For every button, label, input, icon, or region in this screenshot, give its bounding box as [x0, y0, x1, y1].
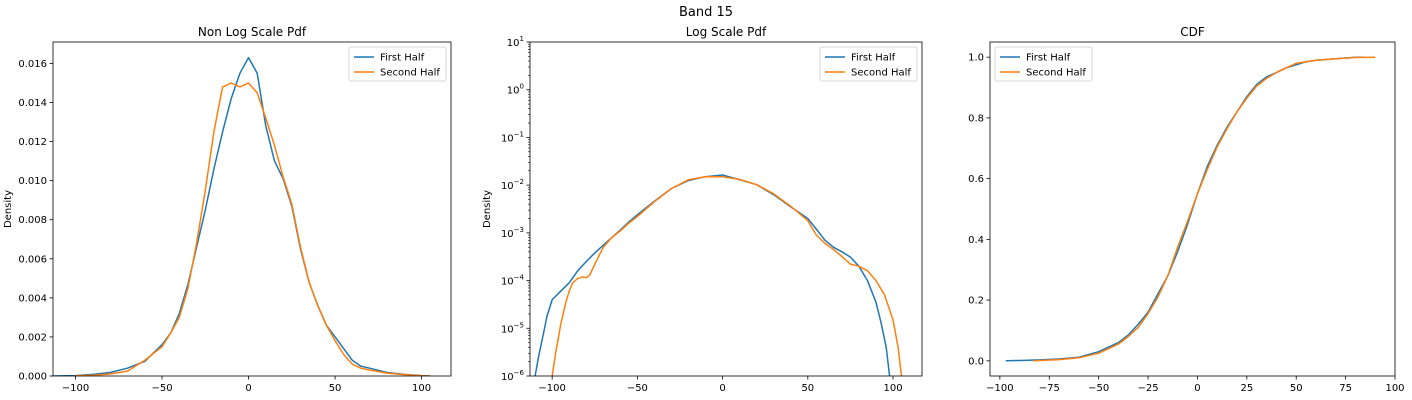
- x-tick-label: 100: [1385, 383, 1404, 394]
- series-line-first-half: [1005, 56, 1366, 362]
- x-tick-label: 50: [801, 383, 814, 394]
- chart-title: Non Log Scale Pdf: [198, 25, 307, 39]
- y-tick-label: 1.0: [968, 53, 984, 64]
- y-tick-label: 0.004: [18, 293, 47, 304]
- legend: First Half Second Half: [994, 46, 1093, 82]
- y-tick-label: 0.4: [968, 235, 984, 246]
- y-tick-label: 101: [507, 35, 524, 49]
- legend-label: Second Half: [851, 68, 911, 79]
- legend: First Half Second Half: [348, 46, 447, 82]
- x-tick-label: 0: [245, 383, 251, 394]
- y-tick-label: 0.014: [18, 98, 47, 109]
- y-tick-label: 0.8: [968, 113, 984, 124]
- x-tick-label: −75: [1039, 383, 1060, 394]
- legend: First Half Second Half: [819, 46, 918, 82]
- legend-label: Second Half: [1026, 68, 1086, 79]
- y-tick-label: 10−6: [501, 369, 525, 383]
- figure-title: Band 15: [678, 5, 734, 20]
- chart-cdf: CDF −100 −75 −50 −25 0 25 50 75 100 0.0 0.2 0.4 0.6 0.…: [968, 25, 1404, 394]
- axes-frame: [529, 41, 923, 377]
- y-tick-label: 0.016: [18, 59, 47, 70]
- chart-non-log-pdf: Non Log Scale Pdf −100 −50 0 50 100 0.000 0.002…: [3, 25, 452, 394]
- y-tick-label: 0.008: [18, 215, 47, 226]
- chart-title: Log Scale Pdf: [686, 25, 767, 39]
- axes-frame: [52, 41, 452, 377]
- plot-area: [53, 56, 431, 376]
- x-tick-label: 0: [719, 383, 725, 394]
- axes-frame: [989, 41, 1396, 377]
- series-line-second-half: [75, 82, 431, 376]
- legend-label: First Half: [851, 53, 896, 64]
- series-line-second-half: [1033, 56, 1376, 362]
- x-tick-label: 0: [1194, 383, 1200, 394]
- x-tick-label: 25: [1240, 383, 1253, 394]
- y-tick-label: 0.002: [18, 332, 47, 343]
- y-tick-label: 0.6: [968, 174, 984, 185]
- chart-log-pdf: Log Scale Pdf −100 −50 0 50 100 10−6 10−5 10−4 10…: [482, 25, 923, 394]
- x-tick-label: 100: [883, 383, 902, 394]
- y-tick-label: 100: [507, 83, 524, 97]
- plot-area: [1005, 56, 1376, 362]
- y-tick-label: 0.2: [968, 296, 984, 307]
- x-tick-label: 100: [412, 383, 431, 394]
- y-tick-label: 0.010: [18, 176, 47, 187]
- y-tick-label: 10−1: [501, 130, 524, 144]
- x-tick-label: −50: [627, 383, 648, 394]
- y-tick-label: 10−5: [501, 321, 524, 335]
- legend-label: First Half: [1026, 53, 1071, 64]
- legend-label: Second Half: [380, 68, 440, 79]
- y-axis-label: Density: [482, 190, 493, 228]
- y-tick-label: 0.012: [18, 137, 47, 148]
- x-tick-label: −50: [1088, 383, 1109, 394]
- y-tick-label: 0.006: [18, 254, 47, 265]
- x-tick-label: 75: [1339, 383, 1352, 394]
- x-tick-label: −100: [986, 383, 1013, 394]
- series-line-first-half: [53, 56, 431, 376]
- y-tick-label: 0.0: [968, 356, 984, 367]
- y-tick-label: 10−2: [501, 178, 524, 192]
- x-tick-label: −25: [1137, 383, 1158, 394]
- x-tick-label: 50: [1290, 383, 1303, 394]
- legend-label: First Half: [380, 53, 425, 64]
- y-tick-label: 10−3: [501, 226, 524, 240]
- y-tick-label: 10−4: [501, 274, 525, 288]
- plot-area: [534, 174, 903, 376]
- x-tick-label: 50: [329, 383, 342, 394]
- y-axis-label: Density: [3, 190, 14, 228]
- x-tick-label: −100: [62, 383, 89, 394]
- chart-title: CDF: [1180, 25, 1205, 39]
- x-tick-label: −100: [538, 383, 565, 394]
- x-tick-label: −50: [151, 383, 172, 394]
- y-tick-label: 0.000: [18, 372, 47, 383]
- series-line-second-half: [551, 175, 903, 376]
